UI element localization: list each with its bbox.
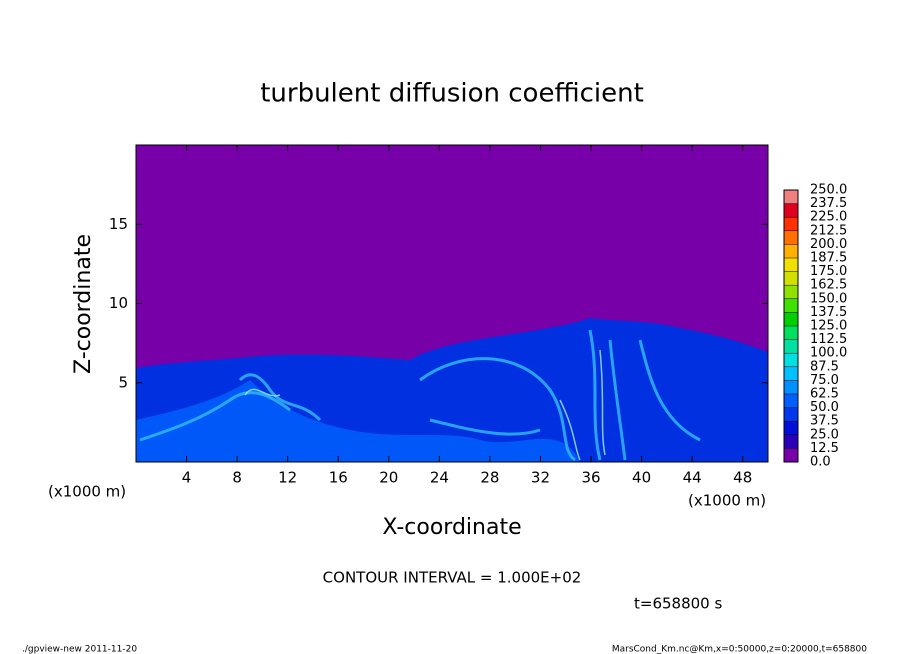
x-tick-label: 44 [683, 469, 702, 487]
x-tick-label: 32 [531, 469, 550, 487]
colorbar-label: 100.0 [810, 346, 847, 361]
colorbar-swatch [784, 366, 798, 381]
colorbar-label: 25.0 [810, 427, 839, 442]
colorbar-swatch [784, 339, 798, 354]
colorbar-swatch [784, 434, 798, 449]
colorbar-label: 62.5 [810, 387, 839, 402]
colorbar-label: 200.0 [810, 237, 847, 252]
field [136, 318, 768, 462]
x-tick-label: 8 [232, 469, 242, 487]
colorbar-label: 50.0 [810, 400, 839, 415]
footer-left: ./gpview-new 2011-11-20 [22, 645, 137, 654]
x-tick-label: 28 [480, 469, 499, 487]
x-tick-label: 4 [182, 469, 192, 487]
colorbar-swatch [784, 258, 798, 272]
colorbar-label: 225.0 [810, 210, 847, 225]
colorbar-label: 175.0 [810, 264, 847, 279]
y-axis-label: Z-coordinate [71, 234, 96, 374]
colorbar-label: 12.5 [810, 441, 839, 456]
x-tick-label: 16 [329, 469, 348, 487]
x-axis-label: X-coordinate [382, 515, 521, 540]
colorbar-swatch [784, 407, 798, 422]
x-tick-label: 48 [733, 469, 752, 487]
colorbar-label: 37.5 [810, 414, 839, 429]
colorbar-swatch [784, 421, 798, 435]
colorbar-label: 162.5 [810, 278, 847, 293]
colorbar-swatch [784, 380, 798, 394]
colorbar-label: 137.5 [810, 305, 847, 320]
colorbar-label: 250.0 [810, 183, 847, 198]
time-label: t=658800 s [634, 595, 722, 613]
y-unit: (x1000 m) [48, 483, 126, 501]
y-tick-label: 5 [118, 373, 128, 391]
colorbar-swatch [784, 326, 798, 340]
colorbar-swatch [784, 217, 798, 231]
x-tick-label: 12 [278, 469, 297, 487]
colorbar-label: 150.0 [810, 291, 847, 306]
colorbar-label: 125.0 [810, 319, 847, 334]
colorbar-label: 112.5 [810, 332, 847, 347]
colorbar-swatch [784, 203, 798, 218]
colorbar-label: 75.0 [810, 373, 839, 388]
colorbar-swatch [784, 271, 798, 286]
x-tick-label: 24 [430, 469, 449, 487]
colorbar-swatch [784, 298, 798, 313]
footer-right: MarsCond_Km.nc@Km,x=0:50000,z=0:20000,t=… [612, 645, 867, 654]
colorbar-swatch [784, 190, 798, 204]
colorbar-label: 187.5 [810, 251, 847, 266]
x-unit: (x1000 m) [688, 492, 766, 510]
y-tick-label: 15 [109, 215, 128, 233]
colorbar-swatch [784, 285, 798, 299]
chart-title: turbulent diffusion coefficient [260, 79, 644, 109]
x-tick-label: 40 [632, 469, 651, 487]
x-tick-label: 20 [379, 469, 398, 487]
colorbar-swatch [784, 244, 798, 258]
colorbar-label: 212.5 [810, 223, 847, 238]
y-tick-label: 10 [109, 294, 128, 312]
contour-interval: CONTOUR INTERVAL = 1.000E+02 [323, 569, 582, 587]
colorbar-swatch [784, 394, 798, 408]
colorbar-swatch [784, 448, 798, 462]
colorbar-swatch [784, 353, 798, 367]
x-tick-label: 36 [581, 469, 600, 487]
colorbar-swatch [784, 312, 798, 326]
colorbar-swatch [784, 230, 798, 245]
colorbar-label: 87.5 [810, 359, 839, 374]
colorbar-label: 0.0 [810, 455, 831, 470]
colorbar-label: 237.5 [810, 196, 847, 211]
